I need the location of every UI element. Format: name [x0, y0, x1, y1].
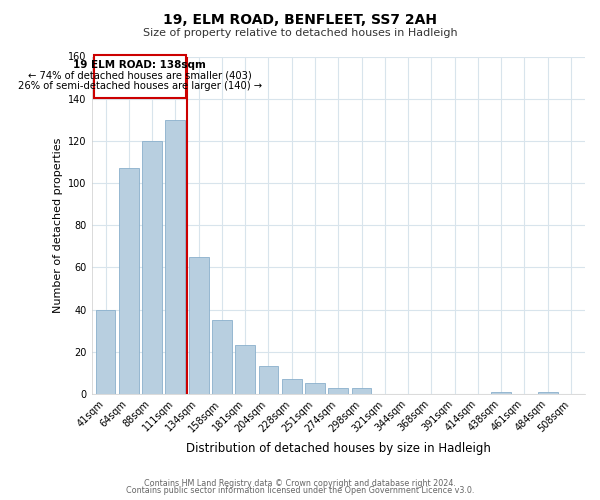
- Bar: [212, 320, 232, 394]
- Text: 26% of semi-detached houses are larger (140) →: 26% of semi-detached houses are larger (…: [18, 81, 262, 91]
- Bar: [328, 388, 348, 394]
- Bar: [189, 257, 209, 394]
- Text: Contains public sector information licensed under the Open Government Licence v3: Contains public sector information licen…: [126, 486, 474, 495]
- FancyBboxPatch shape: [94, 56, 186, 98]
- X-axis label: Distribution of detached houses by size in Hadleigh: Distribution of detached houses by size …: [186, 442, 491, 455]
- Bar: [352, 388, 371, 394]
- Text: Size of property relative to detached houses in Hadleigh: Size of property relative to detached ho…: [143, 28, 457, 38]
- Bar: [95, 310, 115, 394]
- Text: 19, ELM ROAD, BENFLEET, SS7 2AH: 19, ELM ROAD, BENFLEET, SS7 2AH: [163, 12, 437, 26]
- Text: Contains HM Land Registry data © Crown copyright and database right 2024.: Contains HM Land Registry data © Crown c…: [144, 478, 456, 488]
- Text: ← 74% of detached houses are smaller (403): ← 74% of detached houses are smaller (40…: [28, 70, 252, 80]
- Bar: [166, 120, 185, 394]
- Text: 19 ELM ROAD: 138sqm: 19 ELM ROAD: 138sqm: [73, 60, 206, 70]
- Bar: [142, 141, 162, 394]
- Bar: [305, 384, 325, 394]
- Y-axis label: Number of detached properties: Number of detached properties: [53, 138, 62, 313]
- Bar: [235, 346, 255, 394]
- Bar: [119, 168, 139, 394]
- Bar: [491, 392, 511, 394]
- Bar: [538, 392, 557, 394]
- Bar: [282, 379, 302, 394]
- Bar: [259, 366, 278, 394]
